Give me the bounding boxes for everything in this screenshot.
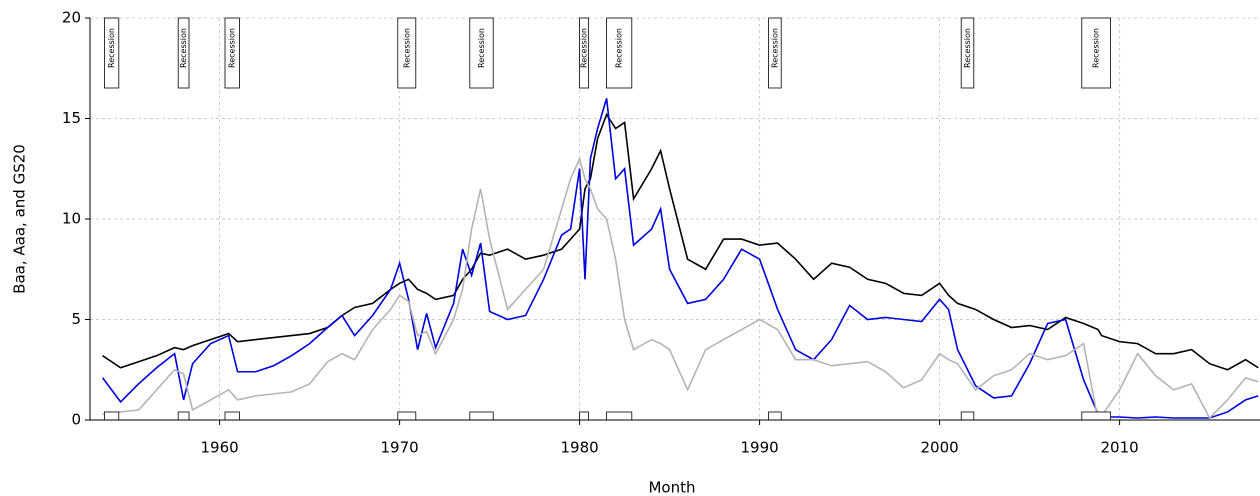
recession-label: Recession [477, 28, 486, 68]
recession-label: Recession [770, 28, 779, 68]
y-tick-label: 10 [62, 210, 81, 228]
recession-box [768, 17, 782, 89]
x-tick-label: 1970 [381, 439, 419, 457]
recession-label: Recession [963, 28, 972, 68]
x-axis-label: Month [648, 479, 695, 496]
recession-label: Recession [228, 28, 237, 68]
recession-marker [224, 411, 240, 421]
recession-marker [397, 411, 417, 421]
recession-box [397, 17, 417, 89]
x-tick-label: 2000 [921, 439, 959, 457]
y-tick-label: 20 [62, 9, 81, 27]
recession-marker [177, 411, 190, 421]
recession-marker [606, 411, 633, 421]
recession-label: Recession [107, 28, 116, 68]
recession-box [469, 17, 494, 89]
plot-area [101, 98, 1259, 420]
x-tick-label: 1990 [741, 439, 779, 457]
recession-label: Recession [402, 28, 411, 68]
recession-box [606, 17, 633, 89]
recession-box [960, 17, 975, 89]
line-series [102, 156, 1259, 420]
recession-box [224, 17, 240, 89]
recession-marker [768, 411, 782, 421]
recession-box [177, 17, 190, 89]
recession-label: Recession [1092, 28, 1101, 68]
recession-label: Recession [179, 28, 188, 68]
x-tick-label: 2010 [1101, 439, 1139, 457]
recession-box [104, 17, 120, 89]
recession-label: Recession [615, 28, 624, 68]
y-tick-label: 15 [62, 109, 81, 127]
recession-marker [960, 411, 975, 421]
recession-marker [104, 411, 120, 421]
line-series [102, 112, 1259, 371]
recession-marker [579, 411, 589, 421]
x-tick-label: 1980 [561, 439, 599, 457]
recession-marker [1081, 411, 1112, 421]
y-tick-label: 5 [71, 310, 81, 328]
line-series [101, 98, 1259, 419]
recession-label: Recession [580, 28, 589, 68]
x-tick-label: 1960 [201, 439, 239, 457]
recession-box [1081, 17, 1112, 89]
grid [90, 17, 1260, 421]
overlay: 0 5 10 15 20 1960 1970 1980 1990 2000 2010 Recessio… [62, 9, 1139, 457]
y-axis-label: Baa, Aaa, and GS20 [11, 144, 29, 294]
recession-box [579, 17, 589, 89]
y-tick-label: 0 [71, 411, 81, 429]
recession-marker [469, 411, 494, 421]
